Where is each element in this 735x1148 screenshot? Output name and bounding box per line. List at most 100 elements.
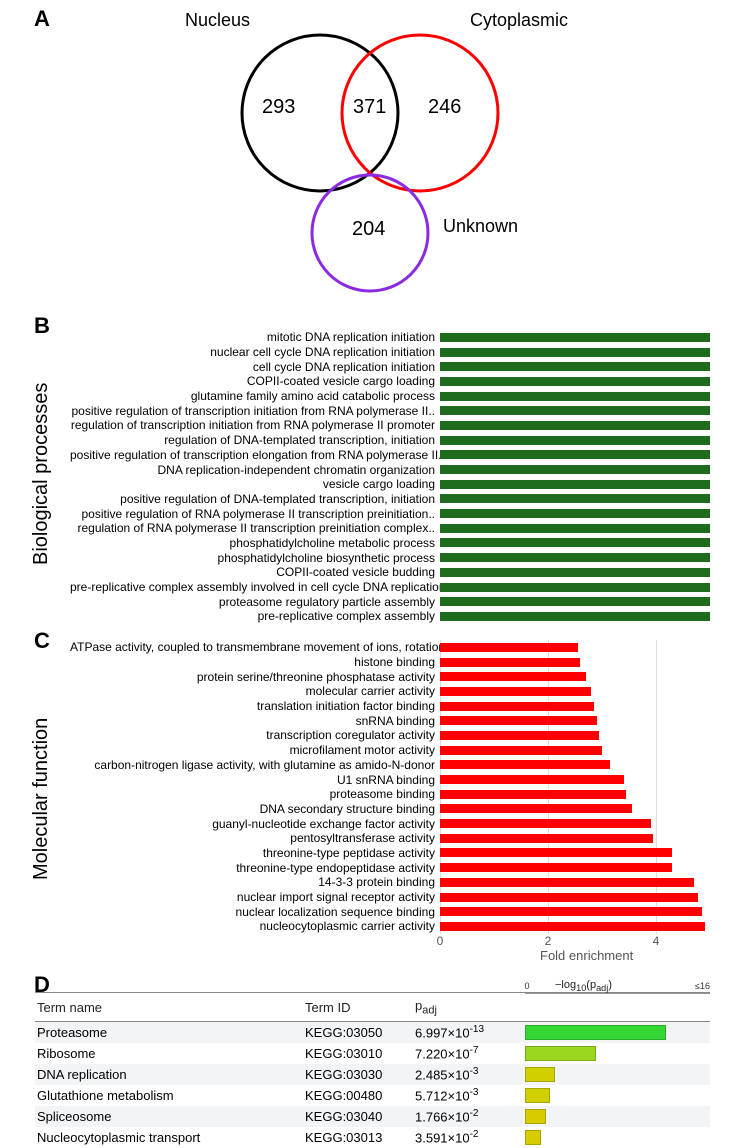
bar-fill bbox=[440, 362, 710, 371]
bar-row: threonine-type peptidase activity bbox=[70, 846, 710, 861]
bar-row: COPII-coated vesicle cargo loading bbox=[70, 374, 710, 389]
venn-cytoplasmic-count: 246 bbox=[428, 96, 461, 119]
bar-label: nuclear import signal receptor activity bbox=[70, 890, 440, 904]
bar-fill bbox=[440, 524, 710, 533]
cell-id: KEGG:03010 bbox=[305, 1046, 415, 1061]
bar-label: vesicle cargo loading bbox=[70, 477, 440, 491]
x-axis-title: Fold enrichment bbox=[540, 948, 633, 963]
th-term: Term name bbox=[35, 1000, 305, 1015]
bar-label: nucleocytoplasmic carrier activity bbox=[70, 919, 440, 933]
bar-fill bbox=[440, 509, 710, 518]
bar-label: COPII-coated vesicle cargo loading bbox=[70, 374, 440, 388]
bar-row: regulation of DNA-templated transcriptio… bbox=[70, 433, 710, 448]
bar-fill bbox=[440, 775, 624, 784]
bar-row: positive regulation of RNA polymerase II… bbox=[70, 506, 710, 521]
bar-label: translation initiation factor binding bbox=[70, 699, 440, 713]
bar-fill bbox=[440, 377, 710, 386]
bar-label: cell cycle DNA replication initiation bbox=[70, 360, 440, 374]
bar-fill bbox=[440, 687, 591, 696]
table-row: Glutathione metabolismKEGG:004805.712×10… bbox=[35, 1085, 710, 1106]
bar-label: microfilament motor activity bbox=[70, 743, 440, 757]
venn-overlap-count: 371 bbox=[353, 96, 386, 119]
bar-label: threonine-type peptidase activity bbox=[70, 846, 440, 860]
bar-fill bbox=[440, 716, 597, 725]
bar-label: transcription coregulator activity bbox=[70, 728, 440, 742]
bar-fill bbox=[440, 790, 626, 799]
bar-label: glutamine family amino acid catabolic pr… bbox=[70, 389, 440, 403]
cell-term: Ribosome bbox=[35, 1046, 305, 1061]
cell-padj: 3.591×10-2 bbox=[415, 1129, 525, 1145]
bar-fill bbox=[440, 421, 710, 430]
cell-logbar bbox=[525, 1022, 710, 1043]
bar-row: pre-replicative complex assembly involve… bbox=[70, 580, 710, 595]
bar-label: protein serine/threonine phosphatase act… bbox=[70, 670, 440, 684]
bar-row: positive regulation of transcription ini… bbox=[70, 403, 710, 418]
cell-term: Proteasome bbox=[35, 1025, 305, 1040]
bar-fill bbox=[440, 672, 586, 681]
bar-fill bbox=[440, 348, 710, 357]
bar-fill bbox=[440, 731, 599, 740]
bar-label: positive regulation of RNA polymerase II… bbox=[70, 507, 440, 521]
bar-label: COPII-coated vesicle budding bbox=[70, 565, 440, 579]
bar-row: pre-replicative complex assembly bbox=[70, 609, 710, 624]
cell-id: KEGG:03013 bbox=[305, 1130, 415, 1145]
cell-logbar bbox=[525, 1043, 710, 1064]
bar-fill bbox=[440, 863, 672, 872]
table-row: RibosomeKEGG:030107.220×10-7 bbox=[35, 1043, 710, 1064]
bar-label: proteasome binding bbox=[70, 787, 440, 801]
venn-nucleus-label: Nucleus bbox=[185, 10, 250, 31]
table-row: ProteasomeKEGG:030506.997×10-13 bbox=[35, 1022, 710, 1043]
bar-row: histone binding bbox=[70, 655, 710, 670]
bar-row: DNA replication-independent chromatin or… bbox=[70, 462, 710, 477]
bar-row: pentosyltransferase activity bbox=[70, 831, 710, 846]
bar-label: proteasome regulatory particle assembly bbox=[70, 595, 440, 609]
bar-row: regulation of RNA polymerase II transcri… bbox=[70, 521, 710, 536]
bar-fill bbox=[440, 834, 653, 843]
bar-label: guanyl-nucleotide exchange factor activi… bbox=[70, 817, 440, 831]
bar-fill bbox=[440, 848, 672, 857]
bar-row: protein serine/threonine phosphatase act… bbox=[70, 669, 710, 684]
bar-label: pre-replicative complex assembly involve… bbox=[70, 580, 440, 594]
cell-id: KEGG:03040 bbox=[305, 1109, 415, 1124]
cell-id: KEGG:00480 bbox=[305, 1088, 415, 1103]
bar-fill bbox=[440, 760, 610, 769]
bar-row: nuclear localization sequence binding bbox=[70, 904, 710, 919]
bar-row: transcription coregulator activity bbox=[70, 728, 710, 743]
cell-padj: 1.766×10-2 bbox=[415, 1108, 525, 1124]
cell-logbar bbox=[525, 1106, 710, 1127]
bar-fill bbox=[440, 922, 705, 931]
bar-fill bbox=[440, 907, 702, 916]
cell-term: Spliceosome bbox=[35, 1109, 305, 1124]
bar-label: histone binding bbox=[70, 655, 440, 669]
bar-fill bbox=[440, 658, 580, 667]
bar-fill bbox=[440, 480, 710, 489]
bar-row: microfilament motor activity bbox=[70, 743, 710, 758]
panel-b-side-label: Biological processes bbox=[30, 383, 53, 565]
bar-fill bbox=[440, 597, 710, 606]
bar-label: ATPase activity, coupled to transmembran… bbox=[70, 640, 440, 654]
bar-fill bbox=[440, 804, 632, 813]
bar-label: 14-3-3 protein binding bbox=[70, 875, 440, 889]
bar-label: positive regulation of transcription ini… bbox=[70, 404, 440, 418]
cell-logbar bbox=[525, 1064, 710, 1085]
bar-row: phosphatidylcholine biosynthetic process bbox=[70, 550, 710, 565]
bar-row: cell cycle DNA replication initiation bbox=[70, 359, 710, 374]
table-header: Term name Term ID padj −log10(padj) 0 ≤1… bbox=[35, 992, 710, 1022]
th-padj: padj bbox=[415, 998, 525, 1017]
bar-label: nuclear localization sequence binding bbox=[70, 905, 440, 919]
th-id: Term ID bbox=[305, 1000, 415, 1015]
bar-fill bbox=[440, 553, 710, 562]
venn-cytoplasmic-label: Cytoplasmic bbox=[470, 10, 568, 31]
table-row: SpliceosomeKEGG:030401.766×10-2 bbox=[35, 1106, 710, 1127]
bar-row: proteasome binding bbox=[70, 787, 710, 802]
bar-fill bbox=[440, 465, 710, 474]
bar-fill bbox=[440, 702, 594, 711]
bar-row: 14-3-3 protein binding bbox=[70, 875, 710, 890]
molecular-function-chart: ATPase activity, coupled to transmembran… bbox=[70, 640, 710, 970]
bar-fill bbox=[440, 583, 710, 592]
bar-fill bbox=[440, 538, 710, 547]
cell-term: DNA replication bbox=[35, 1067, 305, 1082]
bar-row: proteasome regulatory particle assembly bbox=[70, 594, 710, 609]
bar-row: threonine-type endopeptidase activity bbox=[70, 860, 710, 875]
th-log: −log10(padj) 0 ≤16 bbox=[525, 993, 710, 1021]
